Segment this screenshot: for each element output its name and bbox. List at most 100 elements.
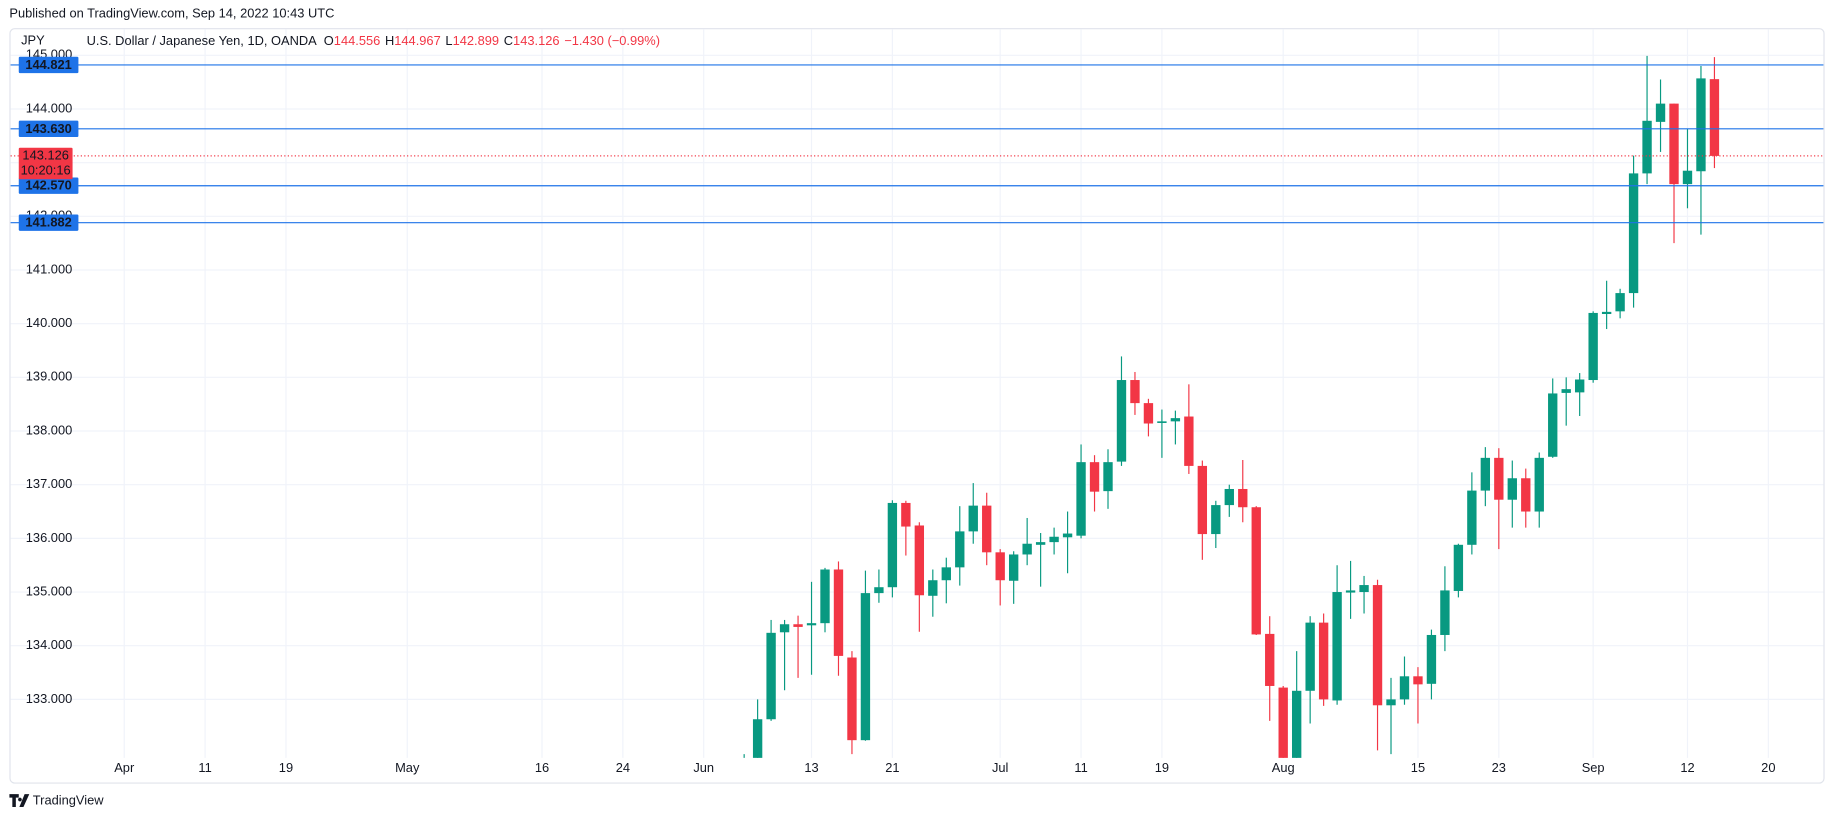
y-tick-label: 138.000 [26,422,72,437]
candle-body [1116,380,1127,462]
candle-body [1022,543,1032,555]
candle-body [1049,536,1059,543]
x-tick-label: 16 [535,760,549,775]
candle-body [820,569,830,624]
candle-body [1669,103,1679,185]
x-tick-label: 23 [1492,760,1506,775]
candle-body [1521,478,1531,512]
candle-body [1251,507,1261,635]
y-tick-label: 137.000 [26,476,72,491]
horizontal-line-label-bg [18,214,79,231]
chart-frame [9,28,1825,784]
x-tick-label: 24 [616,760,630,775]
candle-body [1372,585,1383,706]
candle-body [1494,457,1504,500]
candle-body [1601,311,1612,315]
y-tick-label: 140.000 [26,315,72,330]
x-tick-label: 15 [1411,760,1425,775]
candle-body [1157,421,1167,423]
horizontal-line-label-bg [18,56,79,74]
y-tick-label: 141.000 [26,261,72,276]
horizontal-line-label-bg [18,120,79,138]
candle-body [1197,465,1208,535]
candle-body [1062,533,1073,538]
x-tick-label: Jul [992,760,1008,775]
candle-body [752,719,763,758]
candle-body [1534,457,1544,512]
x-tick-label: 11 [198,760,211,775]
grid [10,29,1824,758]
candle-body [1467,490,1477,545]
candle-body [1709,79,1720,156]
candle-body [914,525,925,596]
ohlc-prefix: L [445,33,452,48]
candle-body [1170,418,1181,422]
candle-body [968,505,978,532]
candle-body [1184,416,1194,466]
candle-body [1642,120,1652,174]
x-tick-label: 19 [1155,760,1169,775]
candle-body [1103,462,1113,492]
candle-body [1318,622,1329,700]
candle-body [1035,542,1046,545]
y-tick-label: 134.000 [26,637,72,652]
candle-body [901,502,911,527]
candle-body [1574,379,1585,393]
bar-countdown: 10:20:16 [21,162,71,177]
legend-symbol: U.S. Dollar / Japanese Yen, 1D, OANDA [87,33,318,48]
x-tick-label: Aug [1272,760,1295,775]
candle-body [806,623,817,626]
ohlc-prefix: C [504,33,513,48]
ohlc-change: −1.430 (−0.99%) [564,33,660,48]
y-tick-label: 144.000 [26,100,72,115]
candle-body [982,505,992,553]
candle-body [1426,634,1437,684]
candle-body [1089,462,1100,492]
candle-body [1143,403,1154,424]
candle-body [1655,103,1666,122]
tradingview-logo: TradingView [9,793,104,808]
candle-body [1507,478,1517,500]
last-price-label-bg [18,147,73,180]
candle-body [1345,590,1356,593]
candle-body [995,552,1005,581]
candle-body [1291,690,1302,758]
footer-brand: TradingView [33,793,104,808]
horizontal-line-label: 141.882 [25,215,71,230]
candle-body [955,531,965,568]
candle-body [1413,676,1423,685]
y-tick-label: 133.000 [26,691,72,706]
candle-body [1480,457,1491,491]
x-tick-label: Sep [1582,760,1605,775]
ohlc-prefix: O [324,33,334,48]
x-tick-label: Apr [114,760,135,775]
candle-body [793,624,803,627]
candle-body [847,657,857,741]
x-tick-label: 19 [279,760,293,775]
candle-body [1305,622,1315,691]
candles [743,55,1720,758]
publish-header: Published on TradingView.com, Sep 14, 20… [9,5,334,20]
legend: U.S. Dollar / Japanese Yen, 1D, OANDA O14… [87,33,660,48]
horizontal-line-label: 142.570 [25,178,71,193]
candle-body [928,580,938,596]
candle-body [1628,173,1639,294]
logo-icon [9,794,30,808]
candle-body [1696,78,1706,172]
candle-body [1453,544,1464,591]
x-tick-label: 13 [804,760,818,775]
ohlc-value: 144.556 [334,33,380,48]
ohlc-prefix: H [385,33,394,48]
horizontal-line-label: 143.630 [25,121,71,136]
candle-body [1076,462,1086,536]
horizontal-line-label: 144.821 [25,57,71,72]
candle-body [1238,488,1248,508]
candle-body [1440,590,1450,635]
symbol-code: JPY [21,32,45,47]
x-tick-label: 11 [1074,760,1087,775]
candle-body [1130,380,1140,404]
candle-body [1682,170,1693,185]
